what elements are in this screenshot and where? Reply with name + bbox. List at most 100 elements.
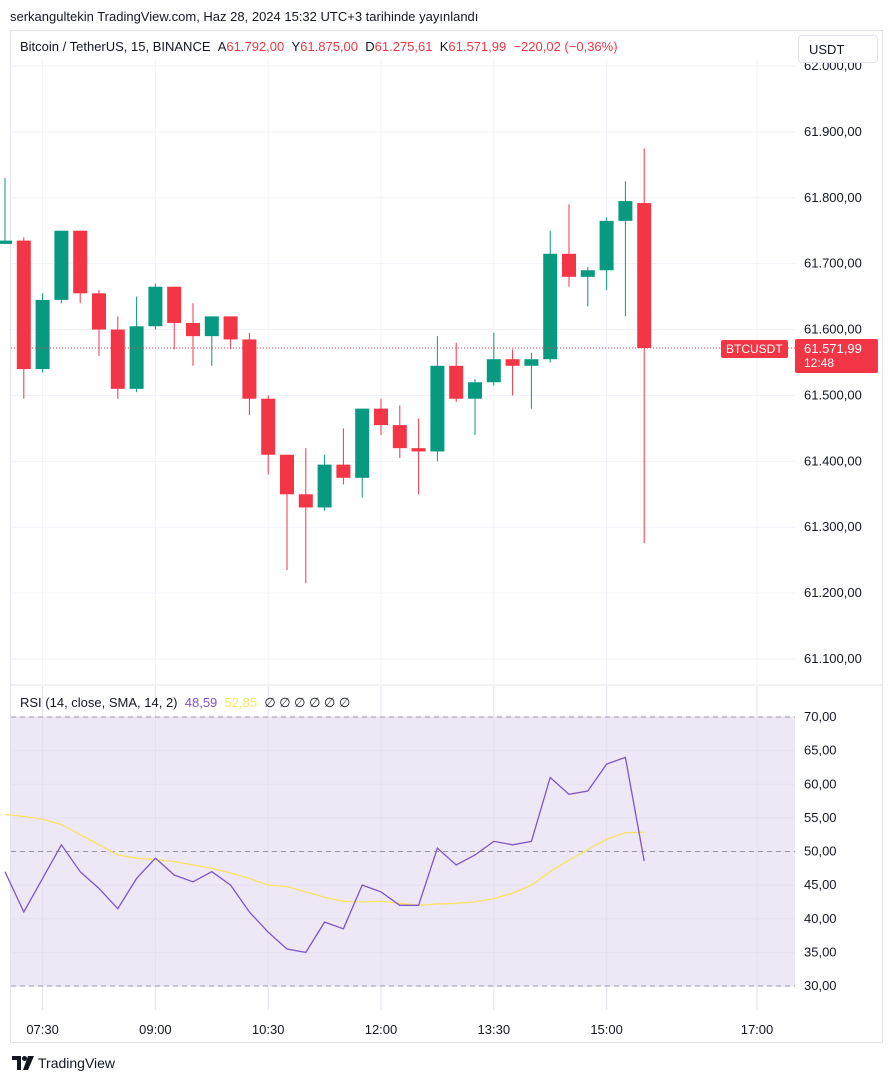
ohlc-legend: Bitcoin / TetherUS, 15, BINANCE A61.792,… bbox=[20, 39, 618, 54]
symbol-title[interactable]: Bitcoin / TetherUS, 15, BINANCE bbox=[20, 39, 211, 54]
candle bbox=[355, 408, 370, 498]
candle-body bbox=[129, 326, 144, 389]
candle-body bbox=[317, 464, 332, 508]
tradingview-logo-icon bbox=[12, 1056, 34, 1070]
candle bbox=[261, 395, 276, 475]
high-label: Y bbox=[291, 39, 301, 54]
close-label: K bbox=[439, 39, 449, 54]
rsi-tick-label: 40,00 bbox=[804, 911, 837, 926]
candle bbox=[580, 266, 595, 307]
candle bbox=[449, 342, 464, 403]
price-tick-label: 61.100,00 bbox=[804, 651, 862, 666]
candle bbox=[618, 181, 633, 317]
candle-body bbox=[242, 339, 257, 399]
candle-body bbox=[580, 270, 595, 277]
rsi-tick-label: 45,00 bbox=[804, 877, 837, 892]
open-value: 61.792,00 bbox=[226, 39, 285, 54]
candle-body bbox=[0, 240, 12, 244]
time-tick-label: 13:30 bbox=[478, 1022, 511, 1037]
candle bbox=[468, 378, 482, 435]
price-tick-label: 61.400,00 bbox=[804, 453, 862, 468]
candle bbox=[562, 204, 576, 287]
candle bbox=[186, 303, 200, 366]
candle bbox=[637, 148, 652, 544]
price-tick-label: 61.800,00 bbox=[804, 190, 862, 205]
brand-name: TradingView bbox=[38, 1055, 116, 1071]
candle bbox=[317, 454, 332, 511]
rsi-sma-value: 52,85 bbox=[224, 695, 258, 710]
candle-body bbox=[468, 382, 482, 399]
candle bbox=[148, 283, 163, 330]
candle-body bbox=[280, 454, 294, 495]
candle bbox=[242, 332, 257, 416]
currency-button[interactable]: USDT bbox=[798, 35, 878, 63]
rsi-tick-label: 50,00 bbox=[804, 844, 837, 859]
rsi-legend: RSI (14, close, SMA, 14, 2) 48,59 52,85 … bbox=[20, 695, 350, 711]
time-tick-label: 17:00 bbox=[741, 1022, 774, 1037]
candle-body bbox=[186, 322, 200, 337]
bar-countdown: 12:48 bbox=[804, 356, 835, 370]
candle-body bbox=[355, 408, 370, 478]
price-tick-label: 61.500,00 bbox=[804, 387, 862, 402]
candle-body bbox=[449, 365, 464, 399]
candle bbox=[505, 349, 520, 396]
candle bbox=[336, 428, 351, 485]
price-tick-label: 61.700,00 bbox=[804, 256, 862, 271]
last-price-tag: 61.571,99 12:48 bbox=[795, 339, 878, 373]
candle-body bbox=[392, 425, 407, 449]
candle-body bbox=[73, 230, 88, 294]
rsi-tick-label: 35,00 bbox=[804, 944, 837, 959]
rsi-axis[interactable]: 30,00 35,00 40,00 45,00 50,00 55,00 60,00 65,00… bbox=[804, 709, 837, 993]
candle bbox=[298, 448, 313, 584]
candle-body bbox=[336, 464, 351, 478]
time-tick-label: 15:00 bbox=[590, 1022, 623, 1037]
rsi-sma-line bbox=[4, 813, 645, 906]
rsi-band-lines bbox=[11, 716, 795, 987]
time-axis[interactable]: 07:30 09:00 10:30 12:00 13:30 15:00 17:00 bbox=[26, 1022, 773, 1037]
time-tick-label: 12:00 bbox=[365, 1022, 398, 1037]
rsi-title[interactable]: RSI (14, close, SMA, 14, 2) bbox=[20, 695, 178, 710]
rsi-tick-label: 65,00 bbox=[804, 743, 837, 758]
open-label: A bbox=[217, 39, 227, 54]
candle-body bbox=[430, 365, 445, 452]
symbol-price-tag: BTCUSDT bbox=[721, 340, 788, 358]
candle-body bbox=[35, 299, 50, 370]
candle-body bbox=[486, 359, 501, 383]
candle-body bbox=[204, 316, 219, 337]
candle-body bbox=[543, 253, 558, 360]
candle-body bbox=[618, 201, 633, 221]
candle-body bbox=[54, 230, 69, 300]
rsi-tick-label: 30,00 bbox=[804, 978, 837, 993]
candle bbox=[486, 332, 501, 386]
candle-body bbox=[637, 203, 652, 349]
low-value: 61.275,61 bbox=[374, 39, 433, 54]
candle-body bbox=[261, 398, 276, 455]
rsi-tick-label: 70,00 bbox=[804, 709, 837, 724]
candle bbox=[54, 230, 69, 304]
candlestick-series bbox=[0, 148, 652, 584]
candle bbox=[374, 398, 388, 435]
candle-body bbox=[411, 448, 426, 452]
candle bbox=[524, 352, 539, 409]
candle bbox=[35, 293, 50, 373]
change-value: −220,02 (−0,36%) bbox=[513, 39, 618, 54]
time-tick-label: 10:30 bbox=[252, 1022, 285, 1037]
publish-caption: serkangultekin TradingView.com, Haz 28, … bbox=[10, 9, 479, 24]
candle bbox=[543, 230, 558, 363]
footer-brand[interactable]: TradingView bbox=[12, 1055, 115, 1071]
candle bbox=[392, 405, 407, 459]
candle bbox=[599, 217, 614, 291]
time-tick-label: 09:00 bbox=[139, 1022, 172, 1037]
candle bbox=[16, 237, 31, 399]
candle-body bbox=[298, 494, 313, 508]
candle bbox=[73, 230, 88, 304]
candle-body bbox=[16, 240, 31, 370]
candle bbox=[167, 286, 182, 350]
low-label: D bbox=[365, 39, 375, 54]
chart-frame bbox=[10, 30, 883, 1043]
candle bbox=[204, 316, 219, 366]
candle bbox=[430, 336, 445, 462]
candle bbox=[129, 296, 144, 393]
price-tick-label: 61.900,00 bbox=[804, 124, 862, 139]
